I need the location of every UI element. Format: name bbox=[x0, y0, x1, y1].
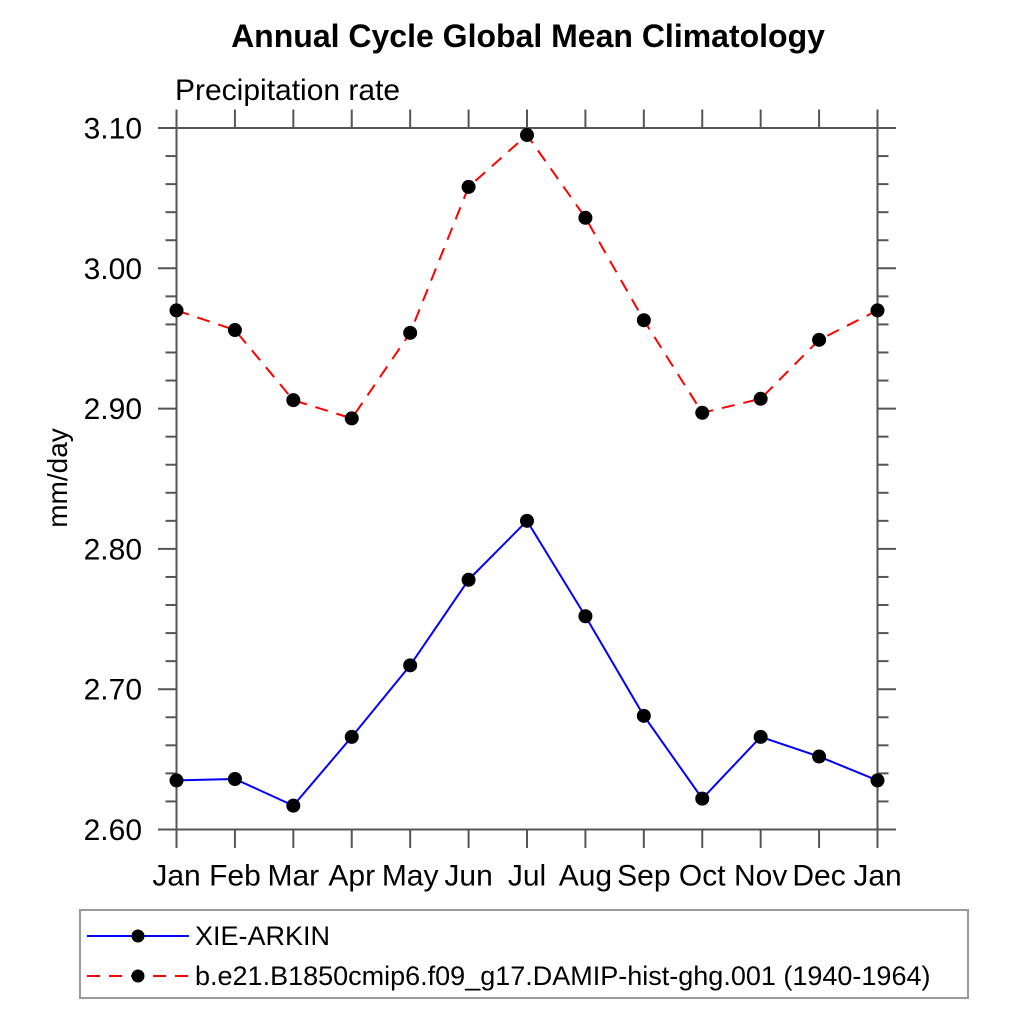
series-line-1 bbox=[176, 134, 878, 420]
legend-item-model-run: b.e21.B1850cmip6.f09_g17.DAMIP-hist-ghg.… bbox=[85, 960, 931, 991]
legend-label-xie-arkin: XIE-ARKIN bbox=[195, 920, 331, 951]
x-tick-label: Mar bbox=[267, 860, 319, 893]
x-tick-label: Jan bbox=[853, 860, 901, 893]
chart-subtitle: Precipitation rate bbox=[175, 74, 401, 107]
data-point-marker bbox=[344, 411, 359, 426]
x-tick-label: Sep bbox=[617, 860, 670, 893]
x-tick-label: Aug bbox=[559, 860, 612, 893]
legend-solid-line-sample bbox=[87, 929, 189, 943]
x-tick-label: Dec bbox=[792, 860, 845, 893]
y-tick-label: 2.70 bbox=[84, 674, 142, 707]
data-point-marker bbox=[403, 325, 418, 340]
x-tick-label: Jul bbox=[508, 860, 546, 893]
legend-item-xie-arkin: XIE-ARKIN bbox=[85, 920, 331, 951]
x-tick-label: Jun bbox=[444, 860, 492, 893]
x-tick-label: Jan bbox=[152, 860, 200, 893]
data-point-marker bbox=[227, 323, 242, 338]
data-point-marker bbox=[403, 658, 418, 673]
data-point-marker bbox=[870, 773, 885, 788]
series-line-0 bbox=[176, 519, 878, 807]
x-tick-label: Apr bbox=[328, 860, 375, 893]
chart-title: Annual Cycle Global Mean Climatology bbox=[231, 18, 825, 54]
y-tick-label: 2.80 bbox=[84, 533, 142, 566]
plot-frame bbox=[175, 127, 879, 831]
x-tick-label: Feb bbox=[209, 860, 261, 893]
legend-box: XIE-ARKIN b.e21.B1850cmip6.f09_g17.DAMIP… bbox=[79, 909, 969, 999]
data-point-marker bbox=[870, 303, 885, 318]
data-point-marker bbox=[812, 332, 827, 347]
x-tick-label: Oct bbox=[679, 860, 726, 893]
data-point-marker bbox=[169, 773, 184, 788]
y-tick-label: 2.60 bbox=[84, 814, 142, 847]
legend-marker-icon bbox=[131, 969, 145, 983]
legend-label-model-run: b.e21.B1850cmip6.f09_g17.DAMIP-hist-ghg.… bbox=[195, 960, 931, 991]
data-point-marker bbox=[344, 729, 359, 744]
data-point-marker bbox=[286, 393, 301, 408]
x-tick-label: Nov bbox=[734, 860, 787, 893]
data-point-marker bbox=[812, 749, 827, 764]
x-tick-label: May bbox=[382, 860, 439, 893]
data-point-marker bbox=[753, 391, 768, 406]
data-point-marker bbox=[227, 771, 242, 786]
data-point-marker bbox=[636, 708, 651, 723]
data-point-marker bbox=[286, 798, 301, 813]
y-tick-label: 3.10 bbox=[84, 113, 142, 146]
data-point-marker bbox=[695, 791, 710, 806]
y-tick-label: 2.90 bbox=[84, 393, 142, 426]
y-tick-label: 3.00 bbox=[84, 253, 142, 286]
data-point-marker bbox=[461, 572, 476, 587]
data-point-marker bbox=[636, 313, 651, 328]
data-point-marker bbox=[578, 210, 593, 225]
data-point-marker bbox=[169, 303, 184, 318]
legend-marker-icon bbox=[131, 929, 145, 943]
legend-dashed-line-sample bbox=[87, 969, 189, 983]
data-point-marker bbox=[520, 128, 534, 143]
data-point-marker bbox=[695, 405, 710, 420]
data-point-marker bbox=[753, 729, 768, 744]
data-point-marker bbox=[578, 609, 593, 624]
data-point-marker bbox=[520, 513, 534, 528]
data-point-marker bbox=[461, 179, 476, 194]
